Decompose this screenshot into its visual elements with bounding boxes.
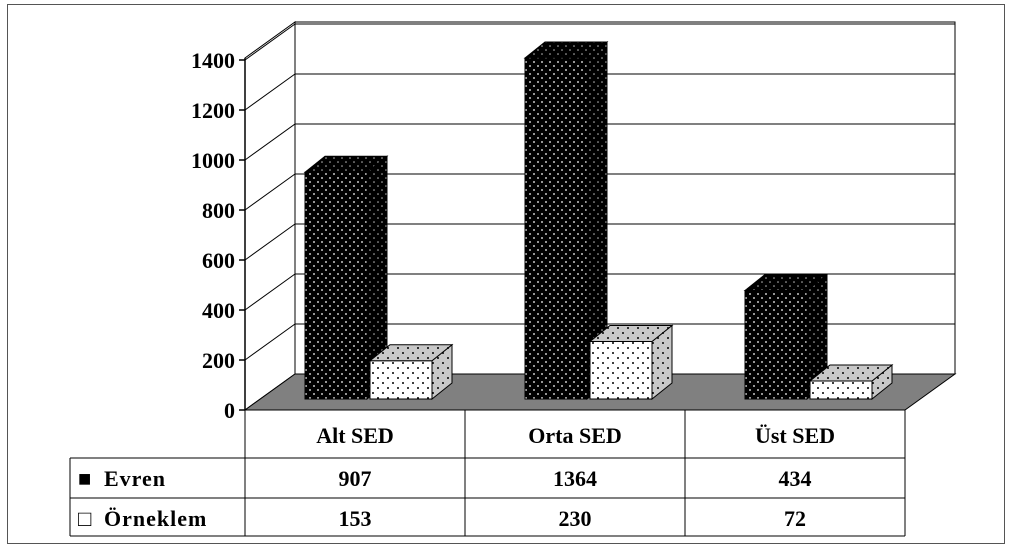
y-tick-label: 0 — [224, 398, 235, 423]
bar-örneklem-0-front — [370, 361, 432, 399]
legend-symbol-evren: ■ — [78, 466, 91, 491]
table-value: 230 — [559, 506, 592, 531]
table-value: 72 — [784, 506, 806, 531]
y-tick-label: 1000 — [191, 148, 235, 173]
category-label: Alt SED — [316, 423, 394, 448]
table-value: 153 — [339, 506, 372, 531]
y-tick-label: 800 — [202, 198, 235, 223]
series-label: Evren — [104, 466, 166, 491]
y-axis: 0 200 400 600 800 1000 1200 1400 — [191, 48, 245, 423]
y-tick-label: 600 — [202, 248, 235, 273]
table-value: 1364 — [553, 466, 597, 491]
bar-evren-1-front — [525, 58, 587, 399]
table-value: 434 — [779, 466, 812, 491]
back-wall-panel — [295, 22, 955, 374]
bar-evren-2-front — [745, 291, 807, 400]
category-label: Orta SED — [528, 423, 622, 448]
y-tick-label: 400 — [202, 298, 235, 323]
series-label: Örneklem — [104, 506, 207, 531]
category-label: Üst SED — [755, 423, 835, 448]
y-tick-label: 1200 — [191, 98, 235, 123]
side-wall — [245, 22, 295, 410]
table-value: 907 — [339, 466, 372, 491]
bar-evren-0-front — [305, 172, 367, 399]
data-table: Alt SED Orta SED Üst SED ■ Evren 907 1364 434 □ Ö… — [70, 410, 905, 536]
legend-symbol-örneklem: □ — [78, 506, 91, 531]
y-tick-label: 200 — [202, 348, 235, 373]
y-tick-label: 1400 — [191, 48, 235, 73]
bar-örneklem-2-front — [810, 381, 872, 399]
bar-örneklem-1-front — [590, 342, 652, 400]
